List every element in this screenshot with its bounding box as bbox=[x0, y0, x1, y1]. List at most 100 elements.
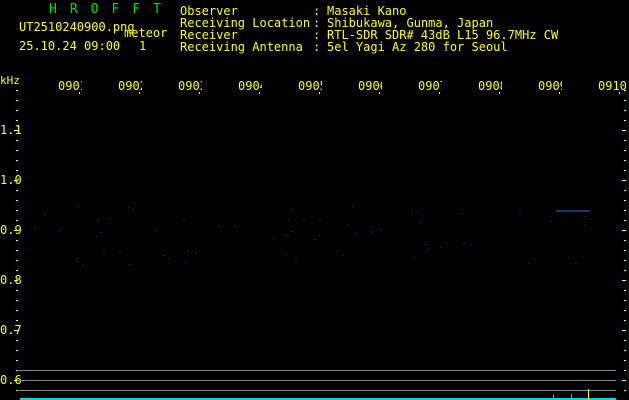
time-label: 0907 bbox=[418, 79, 442, 93]
time-label: 0905 bbox=[298, 79, 322, 93]
time-label: 0904 bbox=[238, 79, 262, 93]
info-value: 5el Yagi Az 280 for Seoul bbox=[327, 40, 508, 54]
noise-dot bbox=[132, 208, 135, 209]
noise-dot bbox=[379, 229, 382, 231]
noise-dot bbox=[128, 264, 131, 266]
y-tick bbox=[624, 110, 626, 111]
info-label: Receiver bbox=[180, 28, 238, 42]
noise-dot bbox=[288, 218, 291, 220]
noise-dot bbox=[303, 219, 305, 221]
meteor-marker bbox=[588, 389, 589, 400]
y-tick bbox=[16, 270, 18, 271]
y-tick bbox=[624, 210, 626, 211]
info-colon: : bbox=[313, 40, 321, 54]
y-tick bbox=[624, 270, 626, 271]
noise-dot bbox=[584, 216, 587, 218]
noise-dot bbox=[183, 219, 186, 221]
signal-level-trace bbox=[20, 398, 616, 400]
y-tick bbox=[624, 190, 626, 191]
y-tick bbox=[16, 260, 18, 261]
noise-dot bbox=[154, 228, 157, 230]
info-label: Receiving Location bbox=[180, 16, 311, 30]
info-label: Receiving Antenna bbox=[180, 40, 303, 54]
noise-dot bbox=[127, 207, 130, 209]
noise-dot bbox=[75, 257, 78, 259]
y-tick bbox=[16, 110, 18, 111]
noise-dot bbox=[287, 235, 290, 237]
y-tick bbox=[14, 180, 18, 181]
time-label: 0910 bbox=[598, 79, 627, 93]
x-tick bbox=[199, 92, 200, 94]
y-tick bbox=[624, 350, 626, 351]
x-tick bbox=[619, 92, 620, 94]
noise-dot bbox=[291, 210, 294, 212]
noise-dot bbox=[96, 219, 99, 221]
x-tick bbox=[259, 92, 260, 94]
y-tick bbox=[624, 220, 626, 221]
y-tick bbox=[624, 140, 626, 141]
x-tick bbox=[559, 92, 560, 94]
noise-dot bbox=[102, 252, 105, 254]
noise-dot bbox=[419, 221, 422, 223]
x-tick bbox=[499, 92, 500, 94]
time-label: 0901 bbox=[58, 79, 82, 93]
y-tick bbox=[624, 240, 626, 241]
info-value: Masaki Kano bbox=[327, 4, 407, 18]
frequency-label: 1.0 bbox=[0, 173, 22, 187]
info-label: Observer bbox=[180, 4, 238, 18]
x-tick bbox=[319, 92, 320, 94]
noise-dot bbox=[519, 213, 522, 215]
meteor-echo bbox=[556, 210, 590, 212]
y-tick bbox=[622, 130, 626, 131]
noise-dot bbox=[341, 254, 344, 256]
y-tick bbox=[16, 300, 18, 301]
noise-dot bbox=[351, 206, 354, 208]
y-tick bbox=[624, 160, 626, 161]
info-colon: : bbox=[313, 28, 321, 42]
noise-dot bbox=[76, 260, 79, 262]
y-tick bbox=[16, 150, 18, 151]
y-tick bbox=[16, 170, 18, 171]
noise-dot bbox=[460, 212, 463, 214]
y-tick bbox=[16, 240, 18, 241]
noise-dot bbox=[411, 209, 414, 211]
noise-dot bbox=[163, 254, 166, 256]
app-title: HROFFT bbox=[49, 2, 174, 17]
noise-dot bbox=[273, 238, 276, 240]
noise-dot bbox=[194, 251, 197, 253]
y-tick bbox=[624, 170, 626, 171]
y-tick bbox=[14, 230, 18, 231]
noise-dot bbox=[57, 229, 60, 231]
noise-dot bbox=[34, 226, 37, 228]
noise-dot bbox=[440, 246, 443, 248]
y-tick bbox=[624, 300, 626, 301]
noise-dot bbox=[419, 214, 422, 216]
noise-dot bbox=[284, 234, 287, 236]
file-name: UT2510240900.png bbox=[19, 20, 135, 34]
mode-label: meteor bbox=[124, 26, 168, 40]
info-value: Shibukawa, Gunma, Japan bbox=[327, 16, 494, 30]
noise-dot bbox=[44, 214, 47, 216]
y-tick bbox=[624, 250, 626, 251]
noise-dot bbox=[168, 258, 171, 260]
noise-dot bbox=[527, 263, 530, 265]
y-tick bbox=[14, 130, 18, 131]
frequency-label: 1.1 bbox=[0, 123, 22, 137]
frequency-label: 0.8 bbox=[0, 273, 22, 287]
y-tick bbox=[16, 100, 18, 101]
noise-dot bbox=[77, 206, 80, 208]
y-tick bbox=[622, 280, 626, 281]
y-tick bbox=[624, 340, 626, 341]
noise-dot bbox=[463, 243, 466, 245]
y-tick bbox=[14, 330, 18, 331]
y-tick bbox=[624, 200, 626, 201]
x-tick bbox=[79, 92, 80, 94]
y-tick bbox=[16, 160, 18, 161]
count: 1 bbox=[139, 39, 147, 53]
noise-dot bbox=[186, 250, 189, 252]
y-tick bbox=[622, 180, 626, 181]
noise-dot bbox=[369, 231, 372, 233]
y-tick bbox=[624, 320, 626, 321]
y-tick bbox=[624, 370, 626, 371]
